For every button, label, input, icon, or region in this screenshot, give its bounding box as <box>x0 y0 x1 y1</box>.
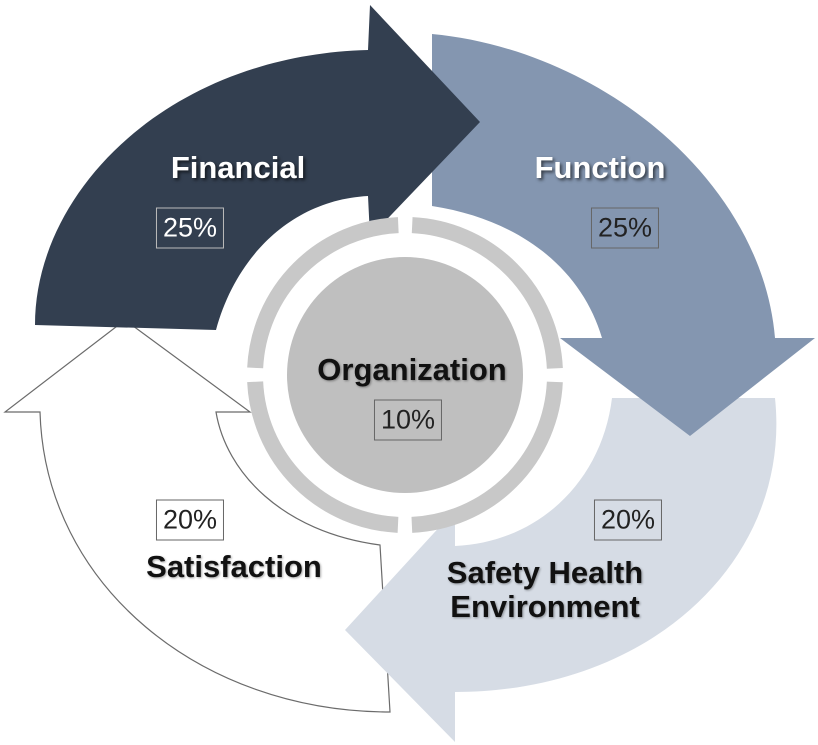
center-label: Organization <box>317 352 507 387</box>
segment-percent: 25% <box>155 207 225 249</box>
center-disk <box>287 257 523 493</box>
segment-label: Safety Health Environment <box>446 555 644 624</box>
center-percent: 10% <box>373 399 443 441</box>
financial-arrow <box>35 5 480 330</box>
segment-percent: 25% <box>590 207 660 249</box>
satisfaction-arrow <box>3 319 391 713</box>
segment-percent: 20% <box>593 499 663 541</box>
segment-percent: 20% <box>155 499 225 541</box>
segment-label: Function <box>534 150 666 185</box>
safety-arrow <box>345 398 777 742</box>
function-arrow <box>432 34 815 436</box>
segment-label: Financial <box>170 150 306 185</box>
segment-label: Satisfaction <box>146 549 322 584</box>
